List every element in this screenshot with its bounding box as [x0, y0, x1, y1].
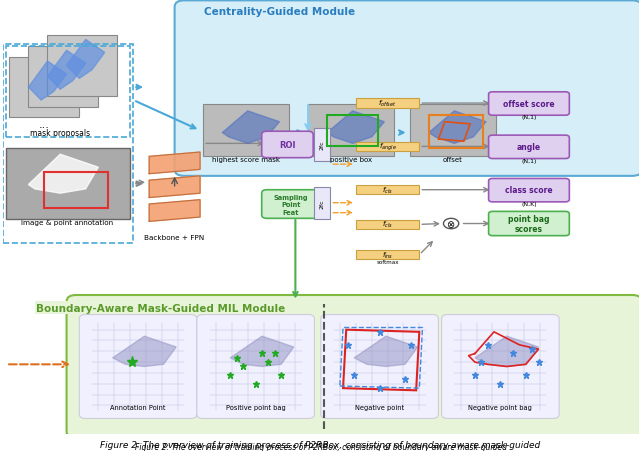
FancyBboxPatch shape [67, 295, 640, 438]
Polygon shape [222, 112, 280, 144]
Text: $f_{cls}$: $f_{cls}$ [382, 220, 393, 230]
Polygon shape [327, 112, 385, 144]
Bar [10, 58, 79, 118]
Text: (N,K): (N,K) [521, 202, 537, 207]
Bar [356, 185, 419, 195]
FancyBboxPatch shape [488, 179, 570, 202]
Bar [314, 129, 330, 161]
Polygon shape [149, 200, 200, 222]
Bar [47, 36, 117, 97]
Text: $f_{ins}$: $f_{ins}$ [382, 250, 393, 260]
Text: Figure 2: The overview of training process of P2RBox, consisting of boundary-awa: Figure 2: The overview of training proce… [100, 440, 540, 449]
Text: image & point annotation: image & point annotation [20, 220, 113, 226]
Text: (N,1): (N,1) [522, 115, 537, 120]
Text: Positive point bag: Positive point bag [226, 404, 285, 410]
FancyBboxPatch shape [262, 190, 319, 219]
Text: mask proposals: mask proposals [30, 129, 90, 138]
Bar [28, 47, 99, 107]
FancyBboxPatch shape [175, 1, 640, 176]
Polygon shape [67, 40, 105, 79]
Text: Boundary-Aware Mask-Guided MIL Module: Boundary-Aware Mask-Guided MIL Module [36, 303, 285, 313]
Text: offset score: offset score [503, 99, 555, 108]
Bar [6, 47, 130, 138]
FancyBboxPatch shape [197, 315, 314, 419]
Bar [429, 116, 483, 148]
Bar [6, 148, 130, 220]
Text: Annotation Point: Annotation Point [110, 404, 166, 410]
Bar [3, 45, 133, 244]
Text: 2fc: 2fc [320, 199, 325, 208]
Bar [204, 105, 289, 157]
Polygon shape [429, 112, 486, 144]
Polygon shape [230, 336, 294, 367]
Polygon shape [149, 153, 200, 174]
Polygon shape [475, 336, 538, 367]
Text: $f_{angle}$: $f_{angle}$ [379, 141, 396, 153]
Text: angle: angle [517, 143, 541, 152]
Bar [356, 143, 419, 152]
Text: Sampling
Point
Feat: Sampling Point Feat [273, 194, 308, 215]
FancyBboxPatch shape [321, 315, 438, 419]
Text: class score: class score [505, 186, 553, 195]
Text: positive box: positive box [330, 157, 372, 163]
Polygon shape [149, 176, 200, 198]
Bar [410, 105, 495, 157]
Text: $\otimes$: $\otimes$ [447, 219, 456, 230]
Text: $f_{offset}$: $f_{offset}$ [378, 99, 397, 109]
Bar [308, 105, 394, 157]
Bar [44, 172, 108, 209]
Text: ROI: ROI [279, 140, 296, 149]
Bar [327, 116, 378, 146]
Text: highest score mask: highest score mask [212, 157, 280, 163]
Bar [356, 220, 419, 230]
FancyBboxPatch shape [79, 315, 197, 419]
Text: Centrality-Guided Module: Centrality-Guided Module [204, 7, 355, 17]
Text: Negative point bag: Negative point bag [468, 404, 532, 410]
FancyBboxPatch shape [488, 92, 570, 116]
Text: ...: ... [39, 120, 50, 129]
Text: point bag
scores: point bag scores [508, 214, 550, 234]
Text: 2fc: 2fc [320, 140, 325, 150]
Polygon shape [28, 62, 67, 101]
FancyBboxPatch shape [442, 315, 559, 419]
Polygon shape [47, 51, 86, 90]
Polygon shape [354, 336, 418, 367]
Text: softmax: softmax [376, 259, 399, 264]
Polygon shape [28, 155, 99, 194]
Text: Figure 2: The overview of training process of P2RBox, consisting of boundary-awa: Figure 2: The overview of training proce… [135, 442, 507, 451]
Bar [314, 187, 330, 220]
Polygon shape [113, 336, 176, 367]
Bar [356, 250, 419, 260]
Text: Backbone + FPN: Backbone + FPN [145, 234, 205, 240]
Bar [356, 99, 419, 109]
Text: offset: offset [443, 157, 463, 163]
FancyBboxPatch shape [262, 132, 313, 158]
Text: $f_{cls}$: $f_{cls}$ [382, 185, 393, 195]
FancyBboxPatch shape [488, 136, 570, 159]
FancyBboxPatch shape [488, 212, 570, 236]
Text: (N,1): (N,1) [522, 158, 537, 163]
Text: Negative point: Negative point [355, 404, 404, 410]
